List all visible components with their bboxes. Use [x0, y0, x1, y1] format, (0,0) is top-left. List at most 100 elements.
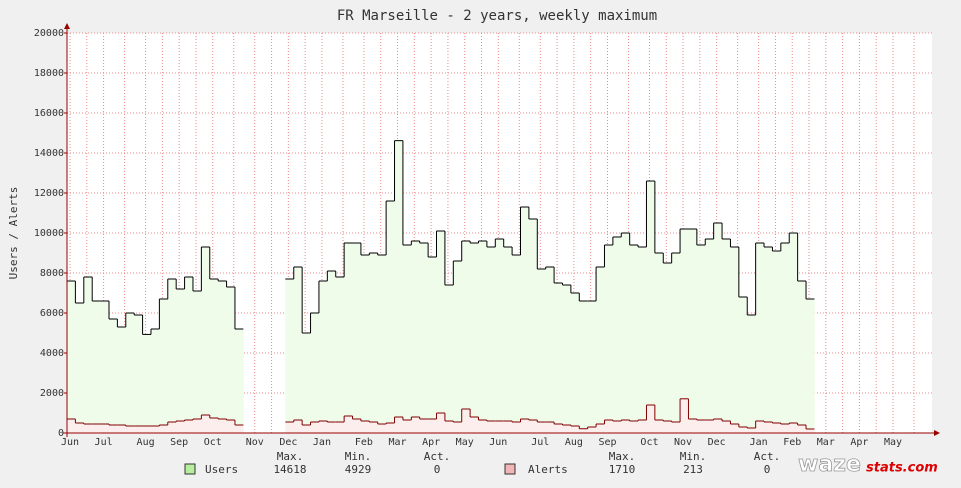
area-step — [738, 427, 748, 433]
stat-value: 4929 — [345, 463, 372, 476]
area-step — [680, 229, 689, 433]
x-tick-label: Jun — [61, 437, 79, 448]
area-step — [419, 243, 429, 433]
area-step — [428, 419, 437, 433]
area-step — [503, 247, 513, 433]
area-step — [537, 422, 546, 433]
area-step — [486, 421, 496, 433]
area-step — [570, 293, 580, 433]
area-step — [621, 420, 630, 433]
area-step — [150, 426, 160, 433]
y-tick-label: 18000 — [34, 68, 64, 79]
area-step — [159, 299, 169, 433]
x-tick-label: Mar — [817, 437, 835, 448]
area-step — [596, 424, 605, 433]
area-step — [100, 301, 110, 433]
legend-swatch — [504, 463, 516, 475]
area-step — [285, 422, 295, 433]
area-step — [478, 241, 488, 433]
area-step — [369, 253, 379, 433]
area-step — [411, 241, 421, 433]
y-tick-label: 16000 — [34, 108, 64, 119]
area-step — [335, 422, 345, 433]
legend-label: Users — [205, 463, 238, 476]
area-step — [671, 422, 681, 433]
area-step — [125, 426, 135, 433]
area-step — [436, 413, 446, 433]
area-step — [671, 253, 681, 433]
y-tick-label: 2000 — [40, 388, 64, 399]
area-step — [360, 255, 370, 433]
area-step — [209, 418, 219, 433]
area-step — [806, 429, 815, 433]
x-tick-label: Sep — [170, 437, 188, 448]
stat-value: 14618 — [273, 463, 306, 476]
area-step — [554, 424, 563, 433]
x-tick-label: Jul — [95, 437, 113, 448]
area-step — [226, 420, 236, 433]
legend-label: Alerts — [528, 463, 568, 476]
area-step — [696, 245, 706, 433]
y-tick-label: 8000 — [40, 268, 64, 279]
area-step — [663, 421, 672, 433]
x-tick-label: Dec — [279, 437, 297, 448]
area-step — [806, 299, 815, 433]
area-step — [226, 287, 236, 433]
area-step — [495, 239, 504, 433]
area-step — [512, 422, 521, 433]
area-step — [159, 425, 169, 433]
area-step — [453, 422, 463, 433]
area-step — [402, 420, 412, 433]
logo-stats: stats.com — [866, 461, 938, 476]
area-step — [663, 263, 672, 433]
area-step — [428, 257, 437, 433]
x-tick-label: Mar — [388, 437, 406, 448]
area-step — [579, 301, 588, 433]
area-step — [772, 251, 782, 433]
area-step — [562, 285, 572, 433]
area-step — [344, 243, 353, 433]
area-step — [75, 303, 85, 433]
area-step — [201, 415, 211, 433]
area-step — [503, 421, 513, 433]
logo-waze: waze — [798, 452, 861, 477]
stat-header: Max. — [609, 450, 636, 463]
area-step — [310, 422, 320, 433]
area-step — [495, 421, 504, 433]
area-step — [789, 423, 798, 433]
y-tick-label: 4000 — [40, 348, 64, 359]
area-step — [386, 423, 395, 433]
area-step — [654, 253, 664, 433]
y-arrow — [64, 23, 70, 29]
area-step — [596, 267, 605, 433]
area-step — [318, 421, 328, 433]
area-step — [92, 424, 101, 433]
area-step — [537, 269, 546, 433]
area-step — [545, 422, 555, 433]
area-step — [75, 423, 85, 433]
area-step — [327, 422, 337, 433]
x-tick-label: Nov — [674, 437, 692, 448]
area-step — [520, 419, 530, 433]
x-tick-label: Oct — [640, 437, 658, 448]
y-tick-label: 14000 — [34, 148, 64, 159]
area-step — [100, 424, 110, 433]
x-tick-label: Feb — [783, 437, 801, 448]
area-step — [192, 291, 202, 433]
area-step — [92, 301, 101, 433]
area-step — [520, 207, 530, 433]
y-tick-label: 10000 — [34, 228, 64, 239]
area-step — [797, 425, 807, 433]
area-step — [176, 289, 185, 433]
area-step — [117, 327, 127, 433]
area-step — [218, 419, 227, 433]
area-step — [394, 140, 404, 433]
area-step — [764, 247, 773, 433]
x-tick-label: Aug — [137, 437, 155, 448]
area-step — [117, 425, 127, 433]
x-tick-label: Nov — [246, 437, 264, 448]
area-step — [293, 267, 303, 433]
area-step — [797, 281, 807, 433]
area-step — [108, 425, 118, 433]
